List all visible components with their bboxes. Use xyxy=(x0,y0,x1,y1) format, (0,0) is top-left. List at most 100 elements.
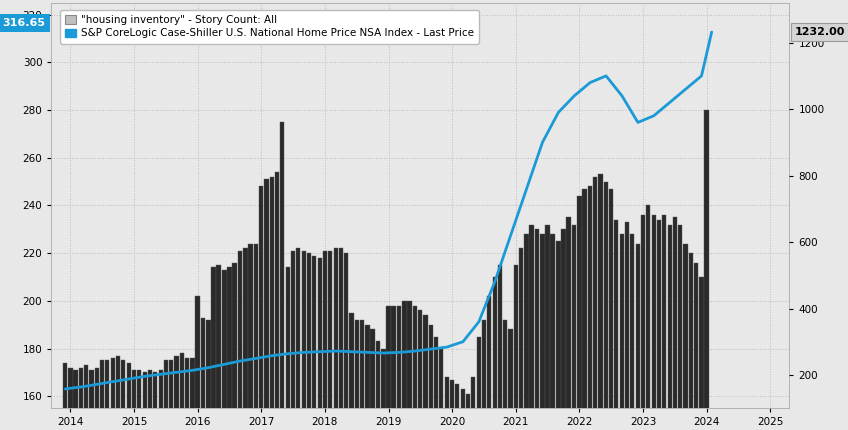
Bar xyxy=(561,229,566,430)
Bar xyxy=(238,251,243,430)
Bar xyxy=(63,363,68,430)
Bar xyxy=(604,181,608,430)
Bar xyxy=(392,306,396,430)
Bar xyxy=(503,320,507,430)
Bar xyxy=(700,277,704,430)
Bar xyxy=(206,320,210,430)
Bar xyxy=(216,265,220,430)
Bar xyxy=(423,315,427,430)
Bar xyxy=(232,263,237,430)
Bar xyxy=(460,389,465,430)
Bar xyxy=(100,360,104,430)
Bar xyxy=(328,251,332,430)
Bar xyxy=(296,249,300,430)
Bar xyxy=(89,370,93,430)
Bar xyxy=(201,318,205,430)
Bar xyxy=(169,360,173,430)
Bar xyxy=(105,360,109,430)
Bar xyxy=(529,224,533,430)
Bar xyxy=(323,251,327,430)
Bar xyxy=(683,244,688,430)
Bar xyxy=(312,255,316,430)
Bar xyxy=(519,249,523,430)
Bar xyxy=(318,258,322,430)
Text: 1232.00: 1232.00 xyxy=(795,27,845,37)
Bar xyxy=(196,296,200,430)
Bar xyxy=(672,218,677,430)
Bar xyxy=(534,229,538,430)
Bar xyxy=(434,337,438,430)
Bar xyxy=(620,234,624,430)
Bar xyxy=(439,349,444,430)
Bar xyxy=(95,368,99,430)
Bar xyxy=(387,306,391,430)
Bar xyxy=(413,306,417,430)
Bar xyxy=(127,363,131,430)
Bar xyxy=(689,253,693,430)
Bar xyxy=(651,215,656,430)
Bar xyxy=(514,265,518,430)
Bar xyxy=(286,267,290,430)
Bar xyxy=(175,356,179,430)
Bar xyxy=(243,249,248,430)
Bar xyxy=(667,224,672,430)
Bar xyxy=(540,234,544,430)
Bar xyxy=(482,320,486,430)
Bar xyxy=(265,179,269,430)
Bar xyxy=(455,384,460,430)
Bar xyxy=(694,263,698,430)
Bar xyxy=(270,177,274,430)
Bar xyxy=(609,189,613,430)
Bar xyxy=(630,234,634,430)
Bar xyxy=(583,189,587,430)
Bar xyxy=(407,301,411,430)
Bar xyxy=(550,234,555,430)
Bar xyxy=(656,220,661,430)
Bar xyxy=(598,175,603,430)
Bar xyxy=(159,370,163,430)
Bar xyxy=(646,206,650,430)
Bar xyxy=(577,196,582,430)
Bar xyxy=(376,341,380,430)
Bar xyxy=(397,306,401,430)
Bar xyxy=(302,251,306,430)
Bar xyxy=(79,368,83,430)
Bar xyxy=(84,365,88,430)
Bar xyxy=(636,244,640,430)
Bar xyxy=(572,224,577,430)
Bar xyxy=(625,222,629,430)
Bar xyxy=(365,325,370,430)
Bar xyxy=(524,234,528,430)
Bar xyxy=(593,177,598,430)
Bar xyxy=(291,251,295,430)
Bar xyxy=(661,215,667,430)
Bar xyxy=(164,360,168,430)
Bar xyxy=(259,187,264,430)
Bar xyxy=(493,277,497,430)
Bar xyxy=(121,360,126,430)
Bar xyxy=(137,370,142,430)
Bar xyxy=(68,368,73,430)
Bar xyxy=(142,372,147,430)
Bar xyxy=(307,253,311,430)
Bar xyxy=(227,267,232,430)
Bar xyxy=(338,249,343,430)
Bar xyxy=(678,224,682,430)
Bar xyxy=(153,372,157,430)
Text: 316.65: 316.65 xyxy=(3,18,46,28)
Bar xyxy=(211,267,215,430)
Bar xyxy=(471,377,475,430)
Bar xyxy=(333,249,338,430)
Bar xyxy=(222,270,226,430)
Bar xyxy=(556,241,561,430)
Bar xyxy=(477,337,481,430)
Bar xyxy=(402,301,406,430)
Bar xyxy=(191,358,195,430)
Bar xyxy=(445,377,449,430)
Bar xyxy=(275,172,279,430)
Bar xyxy=(248,244,253,430)
Bar xyxy=(132,370,137,430)
Bar xyxy=(418,310,422,430)
Bar xyxy=(566,218,571,430)
Bar xyxy=(498,265,502,430)
